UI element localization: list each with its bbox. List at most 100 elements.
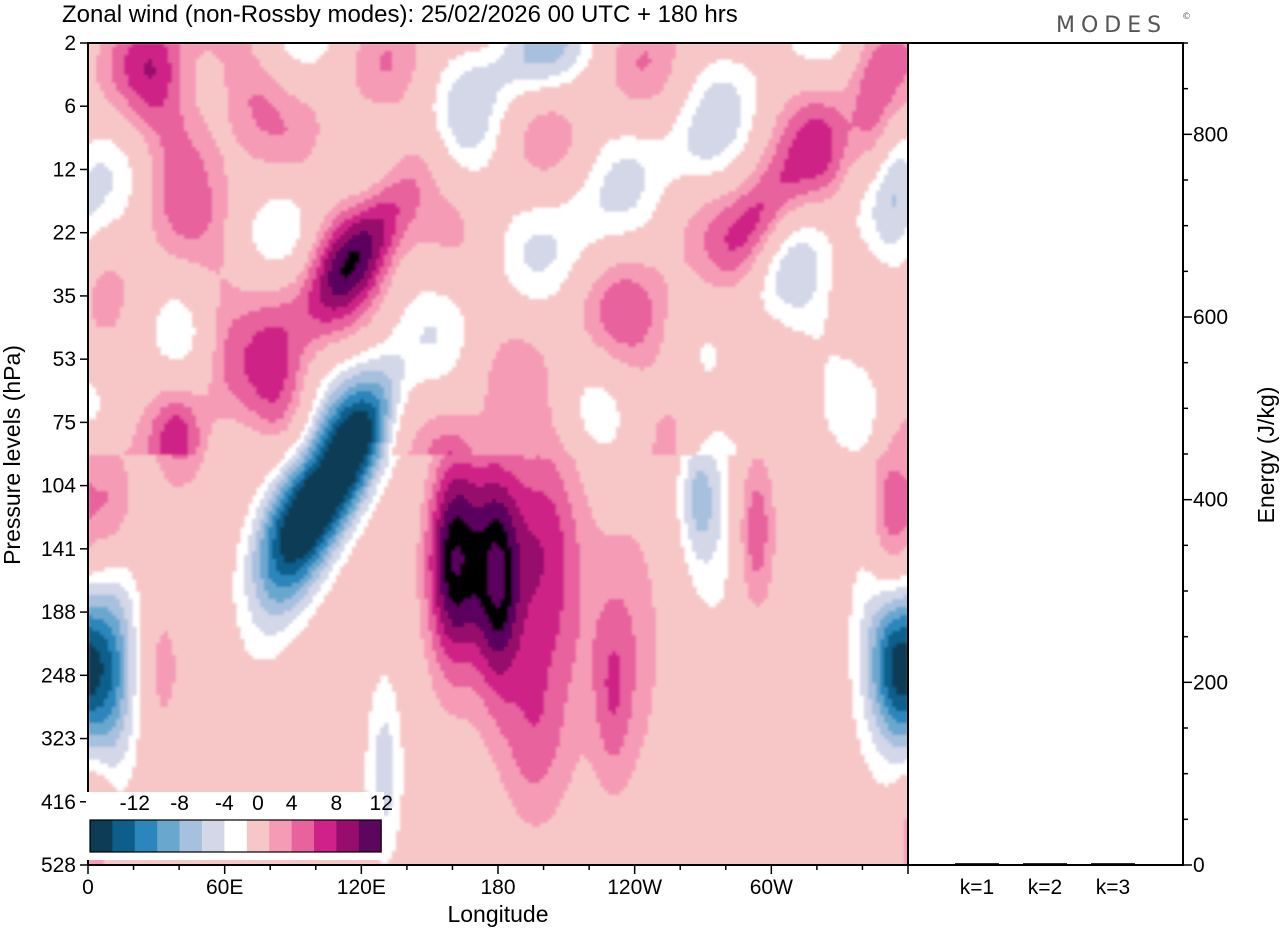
contour-cell — [856, 79, 861, 84]
contour-cell — [508, 71, 513, 76]
contour-cell — [404, 103, 409, 108]
contour-cell — [832, 119, 837, 124]
contour-cell — [408, 131, 413, 136]
contour-cell — [336, 115, 341, 120]
contour-cell — [636, 107, 641, 112]
contour-cell — [424, 71, 429, 76]
contour-cell — [232, 139, 237, 144]
contour-cell — [276, 147, 281, 152]
contour-cell — [264, 131, 269, 136]
contour-cell — [436, 75, 441, 80]
contour-cell — [416, 95, 421, 100]
contour-cell — [124, 123, 129, 128]
contour-cell — [400, 115, 405, 120]
contour-cell — [128, 87, 133, 92]
contour-cell — [520, 75, 525, 80]
contour-cell — [492, 71, 497, 76]
contour-cell — [640, 127, 645, 132]
contour-cell — [696, 47, 701, 52]
contour-cell — [416, 131, 421, 136]
contour-cell — [872, 139, 877, 144]
contour-cell — [540, 91, 545, 96]
contour-cell — [300, 139, 305, 144]
contour-cell — [664, 127, 669, 132]
contour-cell — [432, 119, 437, 124]
contour-cell — [592, 47, 597, 52]
contour-cell — [240, 55, 245, 60]
contour-cell — [284, 123, 289, 128]
contour-cell — [456, 111, 461, 116]
contour-cell — [456, 139, 461, 144]
contour-cell — [232, 127, 237, 132]
contour-cell — [816, 87, 821, 92]
contour-cell — [644, 87, 649, 92]
contour-cell — [308, 71, 313, 76]
contour-cell — [692, 71, 697, 76]
contour-cell — [500, 151, 505, 156]
contour-cell — [832, 79, 837, 84]
contour-cell — [832, 67, 837, 72]
contour-cell — [716, 55, 721, 60]
contour-cell — [424, 139, 429, 144]
contour-cell — [588, 67, 593, 72]
contour-cell — [336, 135, 341, 140]
contour-cell — [164, 99, 169, 104]
contour-cell — [228, 151, 233, 156]
contour-cell — [400, 123, 405, 128]
contour-cell — [476, 79, 481, 84]
contour-cell — [164, 95, 169, 100]
contour-cell — [568, 83, 573, 88]
contour-cell — [656, 103, 661, 108]
contour-cell — [416, 135, 421, 140]
contour-cell — [728, 131, 733, 136]
contour-cell — [92, 107, 97, 112]
contour-cell — [240, 151, 245, 156]
contour-cell — [696, 107, 701, 112]
contour-cell — [292, 147, 297, 152]
contour-cell — [464, 143, 469, 148]
contour-cell — [428, 55, 433, 60]
contour-cell — [304, 63, 309, 68]
contour-cell — [440, 147, 445, 152]
contour-cell — [728, 95, 733, 100]
contour-cell — [184, 51, 189, 56]
contour-cell — [584, 119, 589, 124]
contour-cell — [252, 71, 257, 76]
contour-cell — [292, 123, 297, 128]
contour-cell — [248, 87, 253, 92]
contour-cell — [356, 55, 361, 60]
contour-cell — [172, 83, 177, 88]
contour-cell — [804, 127, 809, 132]
contour-cell — [828, 143, 833, 148]
contour-cell — [280, 123, 285, 128]
contour-cell — [516, 147, 521, 152]
contour-cell — [816, 111, 821, 116]
contour-cell — [520, 135, 525, 140]
contour-cell — [820, 135, 825, 140]
contour-cell — [404, 95, 409, 100]
contour-cell — [652, 59, 657, 64]
contour-cell — [236, 87, 241, 92]
contour-cell — [276, 115, 281, 120]
contour-cell — [544, 91, 549, 96]
contour-cell — [368, 67, 373, 72]
contour-cell — [200, 131, 205, 136]
contour-cell — [604, 123, 609, 128]
contour-cell — [404, 67, 409, 72]
contour-cell — [564, 119, 569, 124]
contour-cell — [756, 111, 761, 116]
contour-cell — [624, 107, 629, 112]
contour-cell — [292, 87, 297, 92]
contour-cell — [736, 115, 741, 120]
contour-cell — [256, 51, 261, 56]
contour-cell — [300, 123, 305, 128]
contour-cell — [648, 99, 653, 104]
contour-cell — [900, 115, 905, 120]
contour-cell — [116, 119, 121, 124]
contour-cell — [460, 83, 465, 88]
contour-cell — [604, 59, 609, 64]
contour-cell — [332, 75, 337, 80]
contour-cell — [208, 99, 213, 104]
contour-cell — [244, 71, 249, 76]
contour-cell — [268, 63, 273, 68]
